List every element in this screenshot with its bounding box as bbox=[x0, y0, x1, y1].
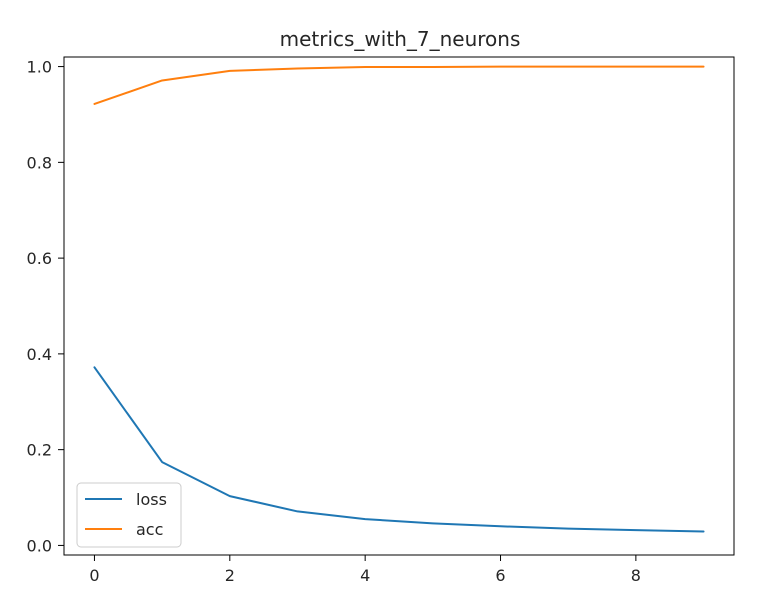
x-tick-label-2: 2 bbox=[225, 566, 235, 585]
y-axis-ticks: 0.0 0.2 0.4 0.6 0.8 1.0 bbox=[27, 58, 64, 555]
y-tick-label-0.2: 0.2 bbox=[27, 441, 52, 460]
x-axis-ticks: 0 2 4 6 8 bbox=[89, 555, 641, 585]
chart-title: metrics_with_7_neurons bbox=[280, 27, 521, 51]
legend-label-acc: acc bbox=[136, 520, 163, 539]
y-tick-label-0.4: 0.4 bbox=[27, 345, 52, 364]
x-tick-label-0: 0 bbox=[89, 566, 99, 585]
y-tick-label-0.0: 0.0 bbox=[27, 536, 52, 555]
y-tick-label-0.6: 0.6 bbox=[27, 249, 52, 268]
x-tick-label-6: 6 bbox=[495, 566, 505, 585]
series-line-acc bbox=[93, 65, 705, 105]
y-tick-label-0.8: 0.8 bbox=[27, 153, 52, 172]
series-line-loss bbox=[93, 366, 705, 533]
series-layer bbox=[93, 65, 705, 533]
x-tick-label-4: 4 bbox=[360, 566, 370, 585]
x-tick-label-8: 8 bbox=[631, 566, 641, 585]
legend-label-loss: loss bbox=[136, 490, 167, 509]
plot-frame bbox=[63, 56, 735, 556]
legend: loss acc bbox=[76, 482, 182, 548]
y-tick-label-1.0: 1.0 bbox=[27, 58, 52, 77]
